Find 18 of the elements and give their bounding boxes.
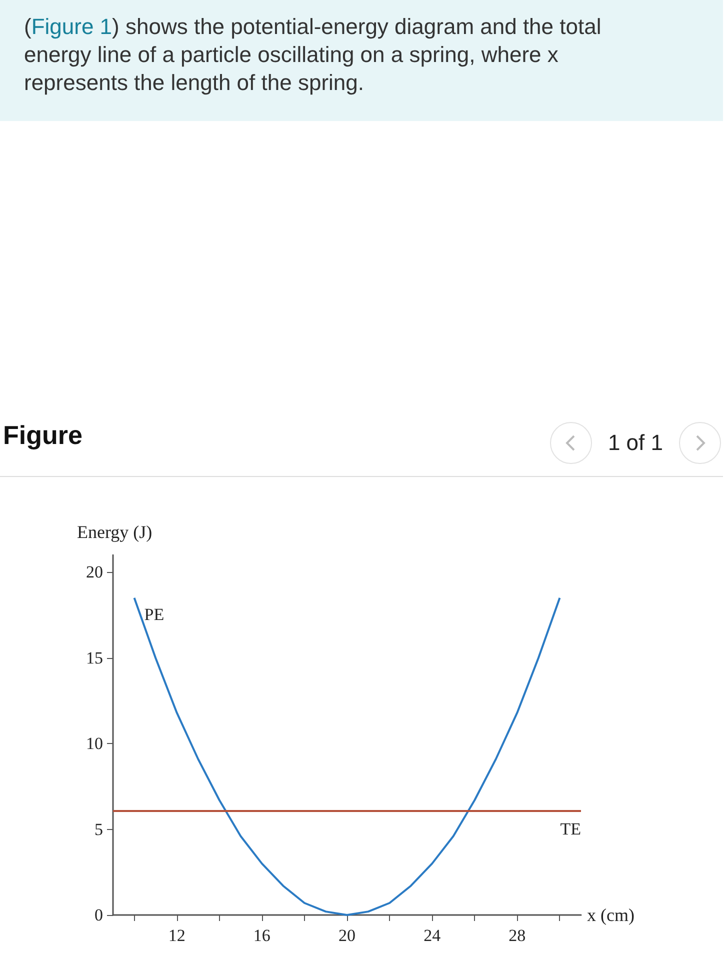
y-tick-label: 20	[86, 562, 103, 582]
y-axis-title: Energy (J)	[77, 522, 152, 542]
line-series	[133, 596, 561, 916]
series-label: PE	[144, 604, 164, 624]
y-tick-label: 15	[86, 648, 103, 668]
chart-title: Figure	[3, 420, 82, 451]
x-tick-label: 28	[508, 926, 526, 945]
y-tick-label: 0	[94, 906, 103, 924]
text: (Figure 1) shows the potential-energy diagram and the total energy line of a particle oscillating on a spring, where x represents the length of the spring.	[24, 14, 602, 95]
y-tick-label: 10	[86, 734, 103, 754]
text: 1 of 1	[608, 430, 663, 456]
y-tick-label: 5	[94, 820, 103, 839]
x-axis-title: x (cm)	[587, 905, 634, 925]
x-tick-label: 16	[253, 926, 270, 945]
ref-line-label: TE	[560, 819, 581, 838]
x-tick-label: 20	[338, 926, 356, 945]
x-tick-label: 24	[424, 926, 442, 945]
x-tick-label: 12	[168, 926, 186, 945]
